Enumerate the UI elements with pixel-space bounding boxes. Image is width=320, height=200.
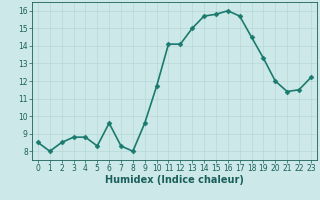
X-axis label: Humidex (Indice chaleur): Humidex (Indice chaleur) — [105, 175, 244, 185]
